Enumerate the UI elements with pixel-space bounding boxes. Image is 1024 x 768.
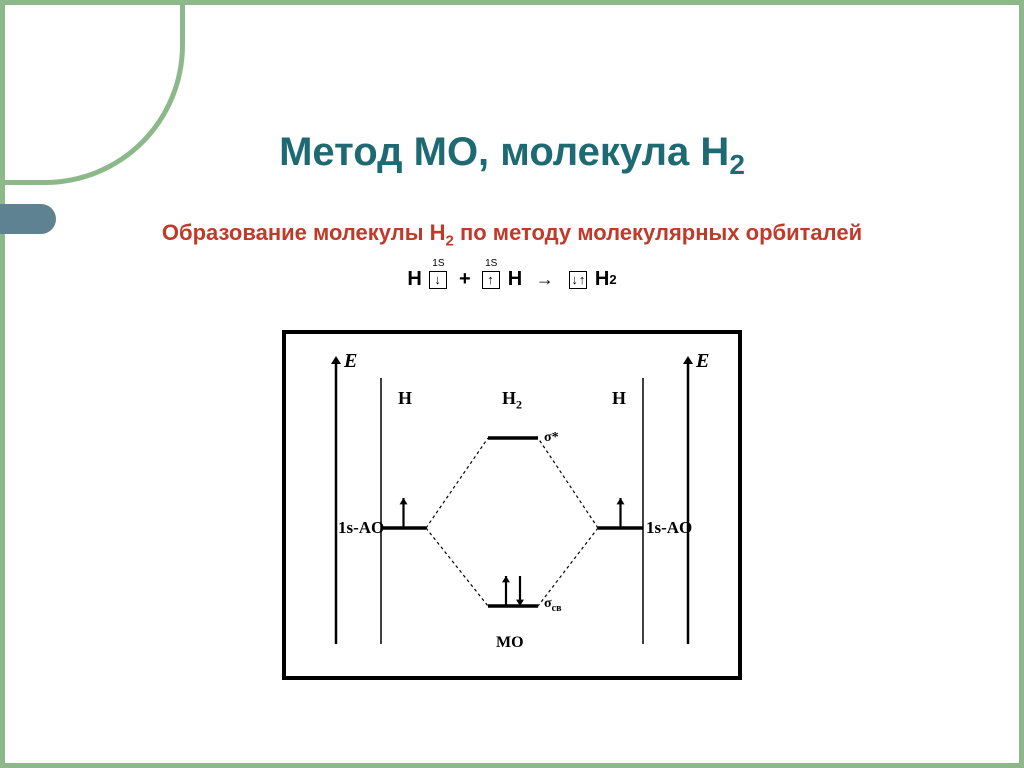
mo-diagram-svg: [286, 334, 738, 676]
eq-product-sub: 2: [609, 272, 616, 287]
label-E-left: E: [344, 350, 357, 373]
title-text: Метод МО, молекула Н: [279, 130, 729, 174]
eq-plus: +: [459, 268, 471, 290]
eq-1s-left: 1S: [430, 258, 446, 269]
label-sigma-bond: σсв: [544, 596, 561, 614]
slide-subtitle: Образование молекулы Н2 по методу молеку…: [0, 220, 1024, 249]
label-E-right: E: [696, 350, 709, 373]
label-H-left: H: [398, 388, 412, 409]
h2-prefix: H: [502, 388, 516, 408]
h2-sub: 2: [516, 398, 522, 412]
label-1sAO-left: 1s-AO: [338, 518, 384, 538]
sigma-sub: св: [552, 603, 562, 614]
title-subscript: 2: [729, 149, 745, 180]
eq-1s-right: 1S: [483, 258, 499, 269]
eq-right-atom: Н: [508, 268, 522, 290]
formation-equation: Н 1S ↓ + 1S ↑ Н → ↓ ↑ Н2: [0, 268, 1024, 291]
spin-up-icon: ↑: [487, 273, 494, 286]
spin-down-icon: ↓: [434, 273, 441, 286]
subtitle-after: по методу молекулярных орбиталей: [454, 220, 862, 245]
mo-diagram-frame: E E H H H2 1s-AO 1s-AO σ* σсв MO: [282, 330, 742, 680]
eq-product: Н: [595, 268, 609, 290]
subtitle-before: Образование молекулы Н: [162, 220, 446, 245]
eq-box-right: 1S ↑: [482, 271, 500, 289]
label-H2-center: H2: [502, 388, 522, 413]
label-MO: MO: [496, 634, 524, 652]
subtitle-sub: 2: [446, 232, 454, 249]
eq-arrow: →: [536, 269, 554, 290]
label-sigma-star: σ*: [544, 430, 559, 446]
slide-title: Метод МО, молекула Н2: [0, 130, 1024, 181]
label-H-right: H: [612, 388, 626, 409]
eq-box-product: ↓ ↑: [569, 271, 587, 289]
eq-left-atom: Н: [407, 268, 421, 290]
spin-down-icon: ↓: [571, 273, 578, 286]
label-1sAO-right: 1s-AO: [646, 518, 692, 538]
sigma-sym: σ: [544, 596, 552, 611]
spin-up-icon: ↑: [579, 273, 586, 286]
eq-box-left: 1S ↓: [429, 271, 447, 289]
